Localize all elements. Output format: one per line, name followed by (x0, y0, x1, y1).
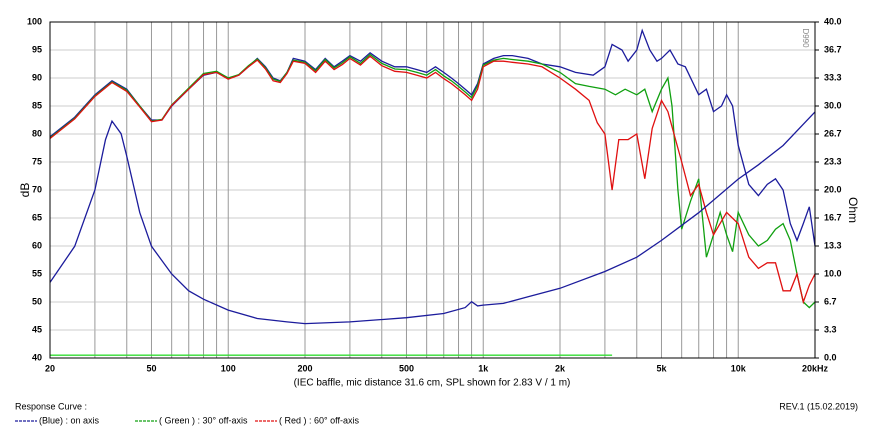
x-tick-label: 5k (656, 363, 667, 373)
y2-axis-title: Ohm (846, 197, 860, 223)
curve (49, 111, 816, 325)
stamp: D990 (801, 28, 810, 48)
curve (49, 55, 816, 305)
y2-tick-label: 33.3 (824, 72, 842, 82)
y-tick-label: 95 (32, 44, 42, 54)
note: REV.1 (15.02.2019) (779, 401, 858, 411)
y2-tick-label: 36.7 (824, 44, 842, 54)
x-tick-label: 200 (297, 363, 312, 373)
y2-tick-label: 40.0 (824, 16, 842, 26)
y-tick-label: 50 (32, 296, 42, 306)
y2-tick-label: 3.3 (824, 324, 837, 334)
plot-frame (49, 21, 816, 359)
y2-tick-label: 20.0 (824, 184, 842, 194)
y-tick-label: 40 (32, 352, 42, 362)
y-tick-label: 60 (32, 240, 42, 250)
x-tick-label: 500 (399, 363, 414, 373)
y2-tick-label: 26.7 (824, 128, 842, 138)
y-tick-label: 45 (32, 324, 42, 334)
legend-title: Response Curve : (15, 401, 87, 411)
y-tick-label: 65 (32, 212, 42, 222)
y2-tick-label: 16.7 (824, 212, 842, 222)
y-tick-label: 55 (32, 268, 42, 278)
x-tick-label: 50 (146, 363, 156, 373)
y-tick-label: 75 (32, 156, 42, 166)
x-tick-label: 10k (731, 363, 747, 373)
x-tick-label: 1k (478, 363, 489, 373)
y2-tick-label: 10.0 (824, 268, 842, 278)
y-tick-label: 100 (27, 16, 42, 26)
y-tick-label: 90 (32, 72, 42, 82)
y-axis-title: dB (18, 183, 32, 198)
y-tick-label: 80 (32, 128, 42, 138)
y2-tick-label: 23.3 (824, 156, 842, 166)
x-tick-label: 2k (555, 363, 566, 373)
y2-tick-label: 13.3 (824, 240, 842, 250)
legend-label: ( Green ) : 30° off-axis (159, 415, 248, 425)
y2-tick-label: 6.7 (824, 296, 837, 306)
y2-tick-label: 30.0 (824, 100, 842, 110)
x-tick-label: 20 (45, 363, 55, 373)
x-axis-title: (IEC baffle, mic distance 31.6 cm, SPL s… (294, 378, 571, 389)
x-tick-label: 100 (221, 363, 236, 373)
y-tick-label: 85 (32, 100, 42, 110)
y-tick-label: 70 (32, 184, 42, 194)
y2-tick-label: 0.0 (824, 352, 837, 362)
x-tick-label: 20kHz (802, 363, 829, 373)
legend-label: ( Red ) : 60° off-axis (279, 415, 359, 425)
legend-label: (Blue) : on axis (39, 415, 100, 425)
